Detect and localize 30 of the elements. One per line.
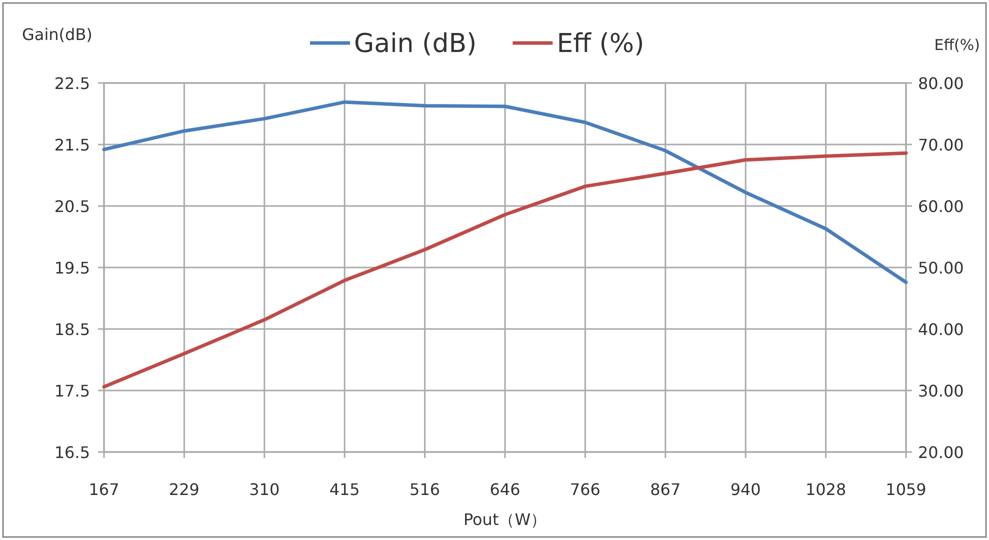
xtick: 229 (168, 480, 200, 499)
xtick: 516 (410, 480, 440, 499)
ytick: 16.5 (54, 443, 90, 462)
y2label: Eff(%) (934, 36, 980, 54)
y2tick: 20.00 (918, 443, 964, 462)
xtick: 310 (249, 480, 280, 499)
xlabel: Pout（W） (463, 510, 547, 529)
xtick: 415 (329, 480, 360, 499)
y2tick: 70.00 (918, 136, 964, 154)
y2tick: 30.00 (918, 382, 964, 400)
xtick: 940 (730, 480, 761, 499)
legend: Gain (dB) (354, 29, 477, 59)
ytick: 20.5 (54, 197, 90, 216)
xtick: 867 (650, 480, 681, 499)
y2tick: 80.00 (918, 74, 964, 93)
ytick: 19.5 (54, 258, 90, 278)
xtick: 646 (490, 480, 520, 499)
xtick: 766 (570, 480, 600, 499)
y2tick: 50.00 (918, 258, 964, 278)
ytick: 22.5 (54, 74, 90, 93)
ylabel: Gain(dB) (22, 25, 92, 44)
xtick: 1028 (805, 480, 846, 499)
ytick: 18.5 (54, 320, 90, 339)
ytick: 21.5 (54, 136, 90, 154)
xtick: 167 (88, 480, 120, 499)
legend: Eff (%) (556, 29, 644, 59)
y2tick: 60.00 (918, 197, 964, 216)
xtick: 1059 (886, 480, 926, 499)
y2tick: 40.00 (918, 320, 964, 339)
ytick: 17.5 (54, 382, 90, 400)
